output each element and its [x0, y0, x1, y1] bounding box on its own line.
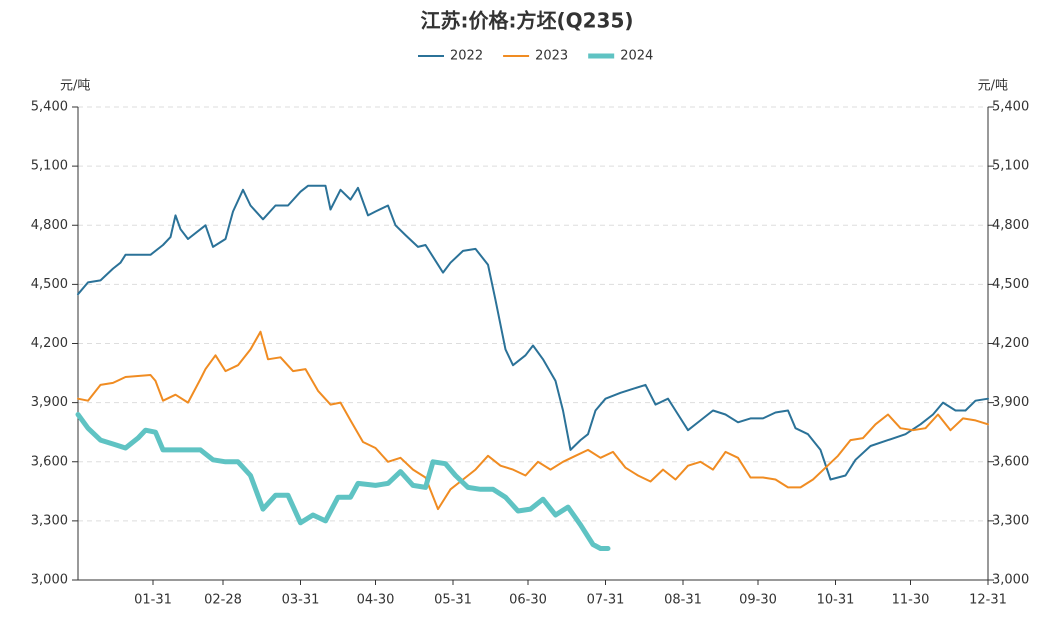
legend-label: 2024 [620, 49, 653, 64]
series-line [77, 184, 989, 481]
y-tick-label: 5,100 [31, 159, 68, 174]
y-tick-label: 3,000 [31, 573, 68, 588]
legend-label: 2022 [450, 49, 483, 64]
x-tick-label: 01-31 [134, 593, 172, 608]
y2-tick-label: 3,300 [992, 513, 1029, 528]
legend-label: 2023 [535, 49, 568, 64]
series-line [75, 412, 611, 551]
y-tick-label: 3,600 [31, 454, 68, 469]
y-tick-label: 4,200 [31, 336, 68, 351]
y-tick-label: 5,400 [31, 100, 68, 115]
y-tick-label: 4,800 [31, 218, 68, 233]
y2-tick-label: 5,400 [992, 100, 1029, 115]
x-tick-label: 11-30 [892, 593, 930, 608]
chart-title: 江苏:价格:方坯(Q235) [420, 9, 633, 33]
series-line [77, 330, 989, 511]
x-tick-label: 05-31 [434, 593, 472, 608]
y-axis-label: 元/吨 [60, 79, 90, 94]
x-tick-label: 10-31 [817, 593, 855, 608]
x-tick-label: 03-31 [282, 593, 320, 608]
y-tick-label: 3,300 [31, 513, 68, 528]
x-tick-label: 08-31 [664, 593, 702, 608]
y2-tick-label: 4,800 [992, 218, 1029, 233]
y2-tick-label: 3,600 [992, 454, 1029, 469]
y2-axis-label: 元/吨 [978, 79, 1008, 94]
y2-tick-label: 5,100 [992, 159, 1029, 174]
x-tick-label: 02-28 [204, 593, 242, 608]
x-tick-label: 12-31 [969, 593, 1007, 608]
y-tick-label: 4,500 [31, 277, 68, 292]
y2-tick-label: 4,200 [992, 336, 1029, 351]
x-tick-label: 04-30 [357, 593, 395, 608]
x-tick-label: 06-30 [509, 593, 547, 608]
y2-tick-label: 4,500 [992, 277, 1029, 292]
y2-tick-label: 3,000 [992, 573, 1029, 588]
y-tick-label: 3,900 [31, 395, 68, 410]
y2-tick-label: 3,900 [992, 395, 1029, 410]
x-tick-label: 07-31 [587, 593, 625, 608]
x-tick-label: 09-30 [739, 593, 777, 608]
